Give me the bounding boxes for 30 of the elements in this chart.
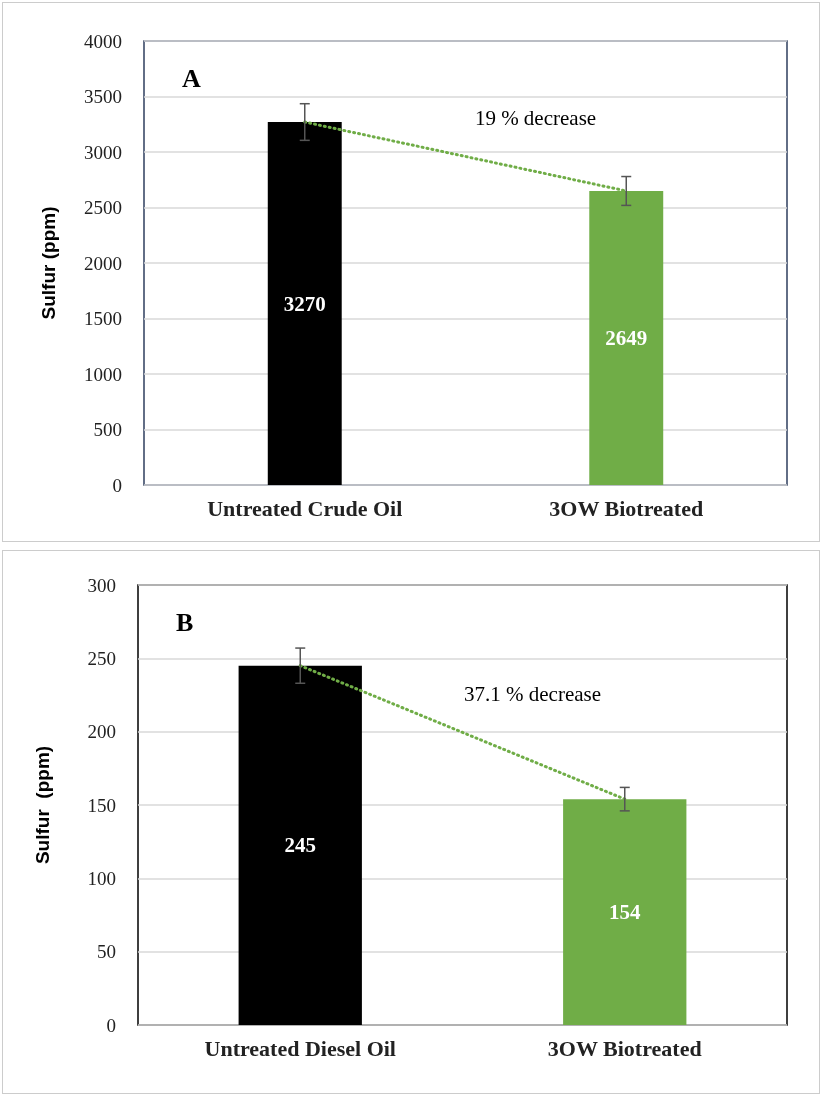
y-axis-title: Sulfur (ppm) [32,745,53,865]
annotation: 19 % decrease [474,106,597,131]
annotation: 37.1 % decrease [463,682,602,707]
y-tick-label: 1500 [84,308,122,329]
y-tick-label: 4000 [84,30,122,52]
text: B [176,607,194,637]
data-label: 3270 [283,291,326,316]
data-label: 154 [609,900,641,925]
y-tick-label: 3500 [84,86,122,107]
y-tick-label: 0 [112,474,122,496]
x-tick-label: 3OW Biotreated [549,495,704,521]
y-tick-label: 2500 [84,197,122,218]
y-tick-label: 3000 [84,141,122,163]
y-tick-label: 2000 [84,252,122,274]
y-tick-label: 0 [106,1014,116,1036]
y-tick-label: 300 [87,574,116,596]
data-label: 2649 [605,325,648,350]
y-tick-label: 150 [87,794,116,816]
x-tick-label: Untreated Crude Oil [207,495,403,521]
y-tick-label: 500 [93,419,122,440]
y-tick-label: 100 [87,867,116,889]
y-tick-label: 200 [87,721,116,743]
x-tick-label: 3OW Biotreated [547,1035,702,1061]
data-label: 245 [284,833,316,858]
y-axis-title: Sulfur (ppm) [38,206,59,320]
y-tick-label: 50 [97,941,116,963]
text: A [182,63,201,93]
y-tick-label: 1000 [84,363,122,385]
x-tick-label: Untreated Diesel Oil [204,1035,396,1061]
y-tick-label: 250 [87,647,116,669]
